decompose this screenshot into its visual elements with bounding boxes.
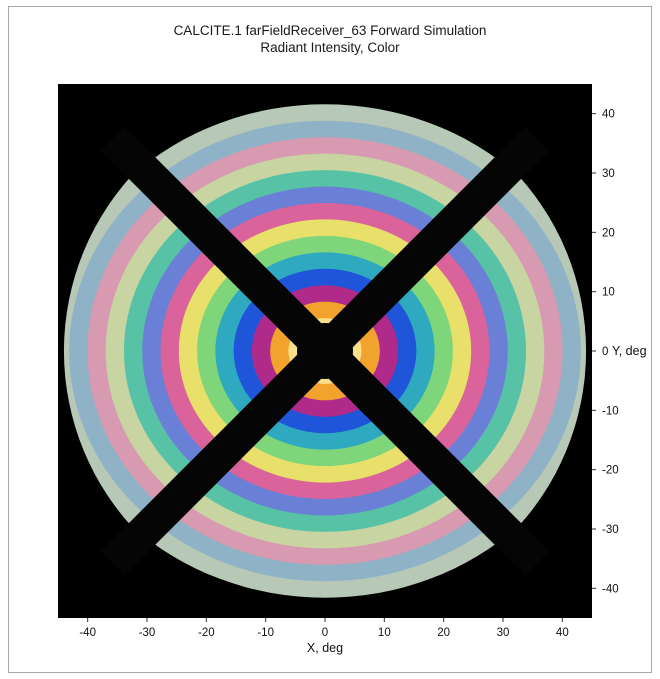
- y-axis: 40 30 20 10 0 Y, deg -10 -20 -30 -40: [592, 109, 647, 595]
- chart-subtitle: Radiant Intensity, Color: [260, 40, 400, 55]
- x-tick-label: -20: [198, 627, 215, 639]
- y-axis-label: Y, deg: [612, 344, 647, 358]
- y-tick-label: -30: [602, 524, 619, 536]
- y-tick-label: -40: [602, 583, 619, 595]
- y-tick-label: 40: [602, 109, 615, 121]
- x-axis: -40 -30 -20 -10 0 10 20 30 40: [79, 618, 569, 639]
- x-tick-label: -10: [257, 627, 274, 639]
- chart-title: CALCITE.1 farFieldReceiver_63 Forward Si…: [173, 23, 487, 38]
- y-tick-label: -20: [602, 465, 619, 477]
- x-tick-label: 40: [556, 627, 569, 639]
- y-tick-label: 10: [602, 287, 615, 299]
- y-tick-label: 30: [602, 168, 615, 180]
- x-tick-label: 10: [378, 627, 391, 639]
- y-tick-label: -10: [602, 405, 619, 417]
- x-tick-label: -40: [79, 627, 96, 639]
- x-tick-label: 30: [497, 627, 510, 639]
- x-tick-label: -30: [139, 627, 156, 639]
- y-tick-label: 20: [602, 227, 615, 239]
- dark-center: [297, 323, 353, 379]
- x-tick-label: 20: [437, 627, 450, 639]
- x-axis-label: X, deg: [307, 641, 343, 655]
- dark-cross: [100, 126, 550, 576]
- x-tick-label: 0: [322, 627, 328, 639]
- y-tick-label: 0: [602, 346, 608, 358]
